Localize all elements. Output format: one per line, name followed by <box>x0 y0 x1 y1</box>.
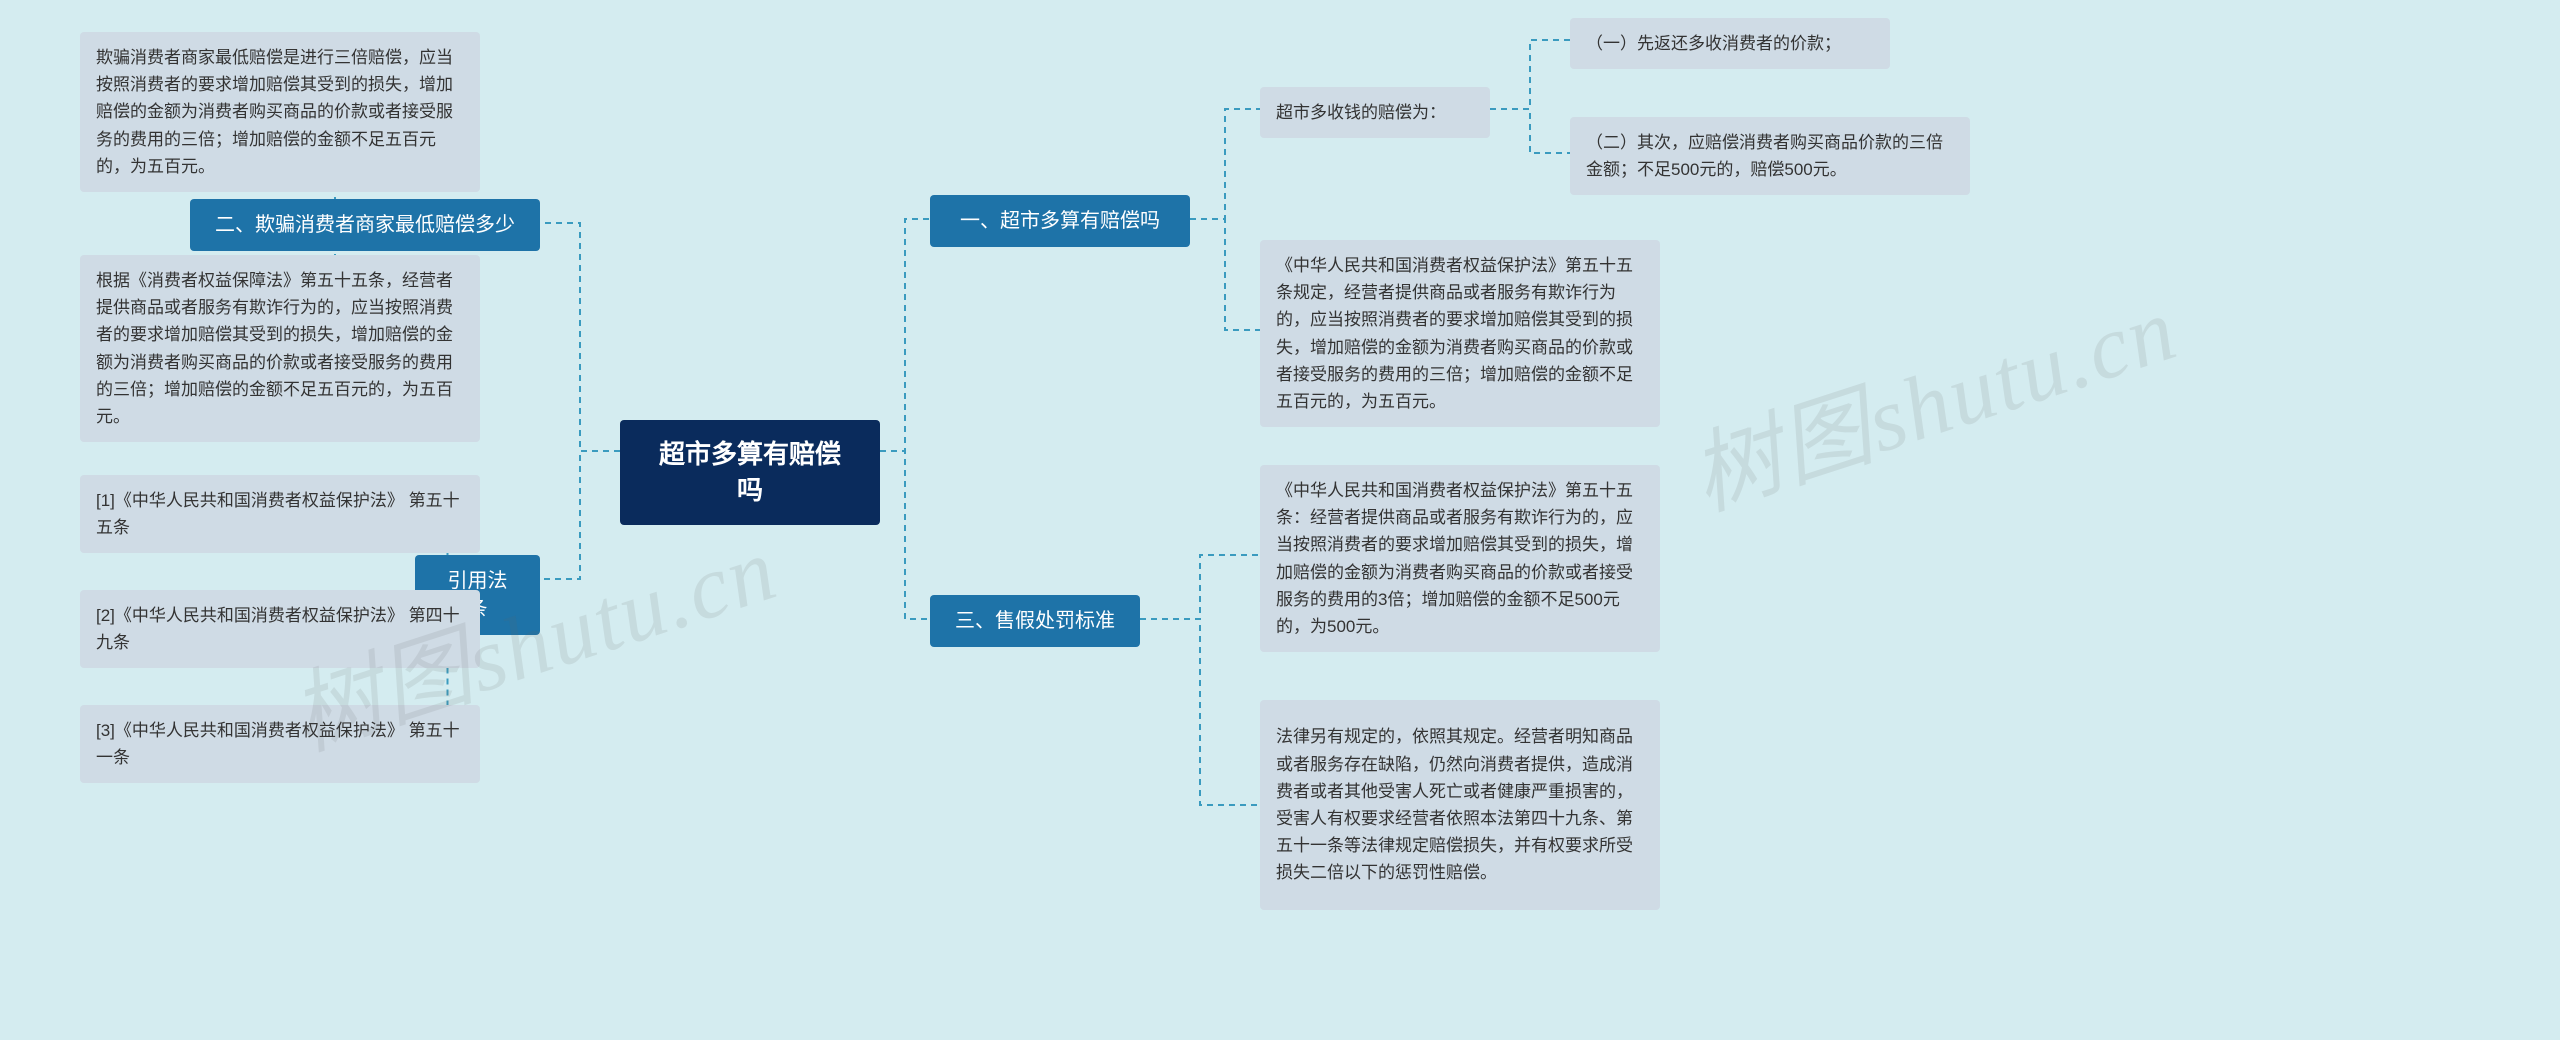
leaf-node-7: [1]《中华人民共和国消费者权益保护法》 第五十五条 <box>80 475 480 553</box>
leaf-node-6: 法律另有规定的，依照其规定。经营者明知商品或者服务存在缺陷，仍然向消费者提供，造… <box>1260 700 1660 910</box>
watermark-1: 树图shutu.cn <box>1672 256 2190 535</box>
leaf-node-2: 《中华人民共和国消费者权益保护法》第五十五条规定，经营者提供商品或者服务有欺诈行… <box>1260 240 1660 427</box>
leaf-node-4: 根据《消费者权益保障法》第五十五条，经营者提供商品或者服务有欺诈行为的，应当按照… <box>80 255 480 442</box>
branch-node-0: 一、超市多算有赔偿吗 <box>930 195 1190 247</box>
leaf-node-3: 欺骗消费者商家最低赔偿是进行三倍赔偿，应当按照消费者的要求增加赔偿其受到的损失，… <box>80 32 480 192</box>
leaf-node-1: （二）其次，应赔偿消费者购买商品价款的三倍金额；不足500元的，赔偿500元。 <box>1570 117 1970 195</box>
leaf-node-8: [2]《中华人民共和国消费者权益保护法》 第四十九条 <box>80 590 480 668</box>
branch-node-1: 二、欺骗消费者商家最低赔偿多少 <box>190 199 540 251</box>
root-node: 超市多算有赔偿吗 <box>620 420 880 525</box>
leaf-node-5: 《中华人民共和国消费者权益保护法》第五十五条：经营者提供商品或者服务有欺诈行为的… <box>1260 465 1660 652</box>
leaf-node-9: [3]《中华人民共和国消费者权益保护法》 第五十一条 <box>80 705 480 783</box>
sub-node-0: 超市多收钱的赔偿为： <box>1260 87 1490 138</box>
leaf-node-0: （一）先返还多收消费者的价款； <box>1570 18 1890 69</box>
branch-node-2: 三、售假处罚标准 <box>930 595 1140 647</box>
